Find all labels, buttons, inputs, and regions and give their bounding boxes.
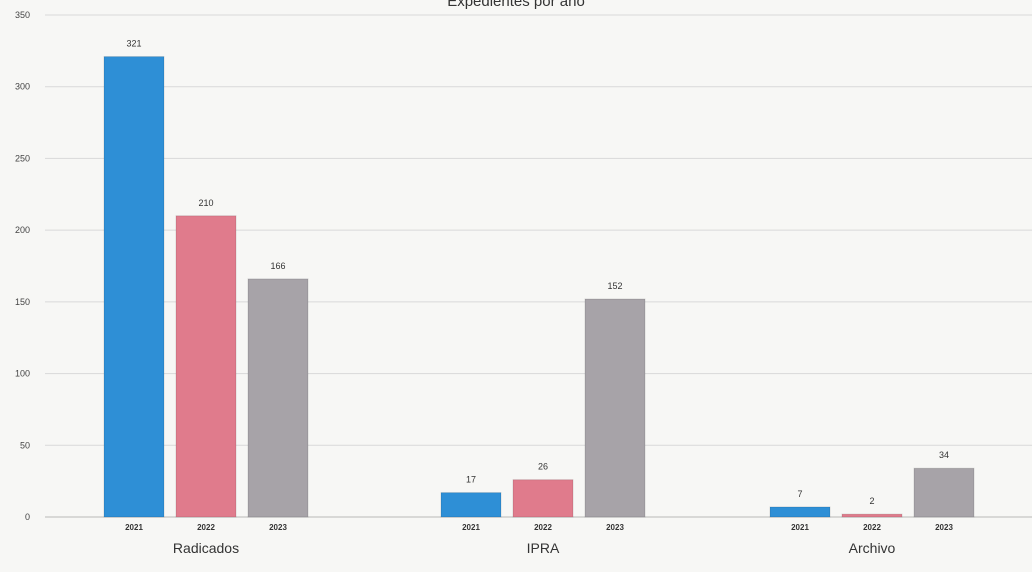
- y-axis-ticks: 0 50 100 150 200 250 300 350: [15, 10, 30, 522]
- bar-radicados-2023: [247, 278, 309, 518]
- data-label: 152: [607, 281, 622, 291]
- data-label: 2: [869, 496, 874, 506]
- x-axis-labels: 2021 2022 2023 Radicados 2021 2022 2023 IPRA 202…: [125, 523, 953, 556]
- bar-ipra-2023: [584, 298, 646, 518]
- data-label: 321: [126, 39, 141, 49]
- data-label: 210: [198, 198, 213, 208]
- x-tick-label-year: 2023: [935, 523, 953, 532]
- group-label-radicados: Radicados: [173, 540, 239, 556]
- bar-ipra-2022: [512, 479, 574, 518]
- x-tick-label-year: 2022: [534, 523, 552, 532]
- bar-radicados-2021: [103, 56, 165, 518]
- bar-archivo-2022: [841, 513, 903, 518]
- x-tick-label-year: 2023: [269, 523, 287, 532]
- bar-archivo-2023: [913, 467, 975, 518]
- bar-ipra-2021: [440, 492, 502, 518]
- bars: [103, 56, 975, 518]
- y-tick-label: 350: [15, 10, 30, 20]
- data-label: 7: [797, 489, 802, 499]
- data-labels: 321 210 166 17 26 152 7 2 34: [126, 39, 949, 507]
- y-tick-label: 150: [15, 297, 30, 307]
- y-tick-label: 300: [15, 82, 30, 92]
- x-tick-label-year: 2023: [606, 523, 624, 532]
- y-tick-label: 50: [20, 440, 30, 450]
- x-tick-label-year: 2022: [863, 523, 881, 532]
- data-label: 17: [466, 475, 476, 485]
- y-tick-label: 0: [25, 512, 30, 522]
- group-label-ipra: IPRA: [527, 540, 560, 556]
- chart-title: Expedientes por año: [447, 0, 585, 10]
- y-tick-label: 200: [15, 225, 30, 235]
- data-label: 166: [270, 261, 285, 271]
- x-tick-label-year: 2021: [462, 523, 480, 532]
- x-tick-label-year: 2021: [125, 523, 143, 532]
- y-tick-label: 250: [15, 153, 30, 163]
- bar-radicados-2022: [175, 215, 237, 518]
- group-label-archivo: Archivo: [849, 540, 896, 556]
- x-tick-label-year: 2021: [791, 523, 809, 532]
- y-tick-label: 100: [15, 369, 30, 379]
- x-tick-label-year: 2022: [197, 523, 215, 532]
- bar-archivo-2021: [769, 506, 831, 518]
- data-label: 26: [538, 462, 548, 472]
- data-label: 34: [939, 450, 949, 460]
